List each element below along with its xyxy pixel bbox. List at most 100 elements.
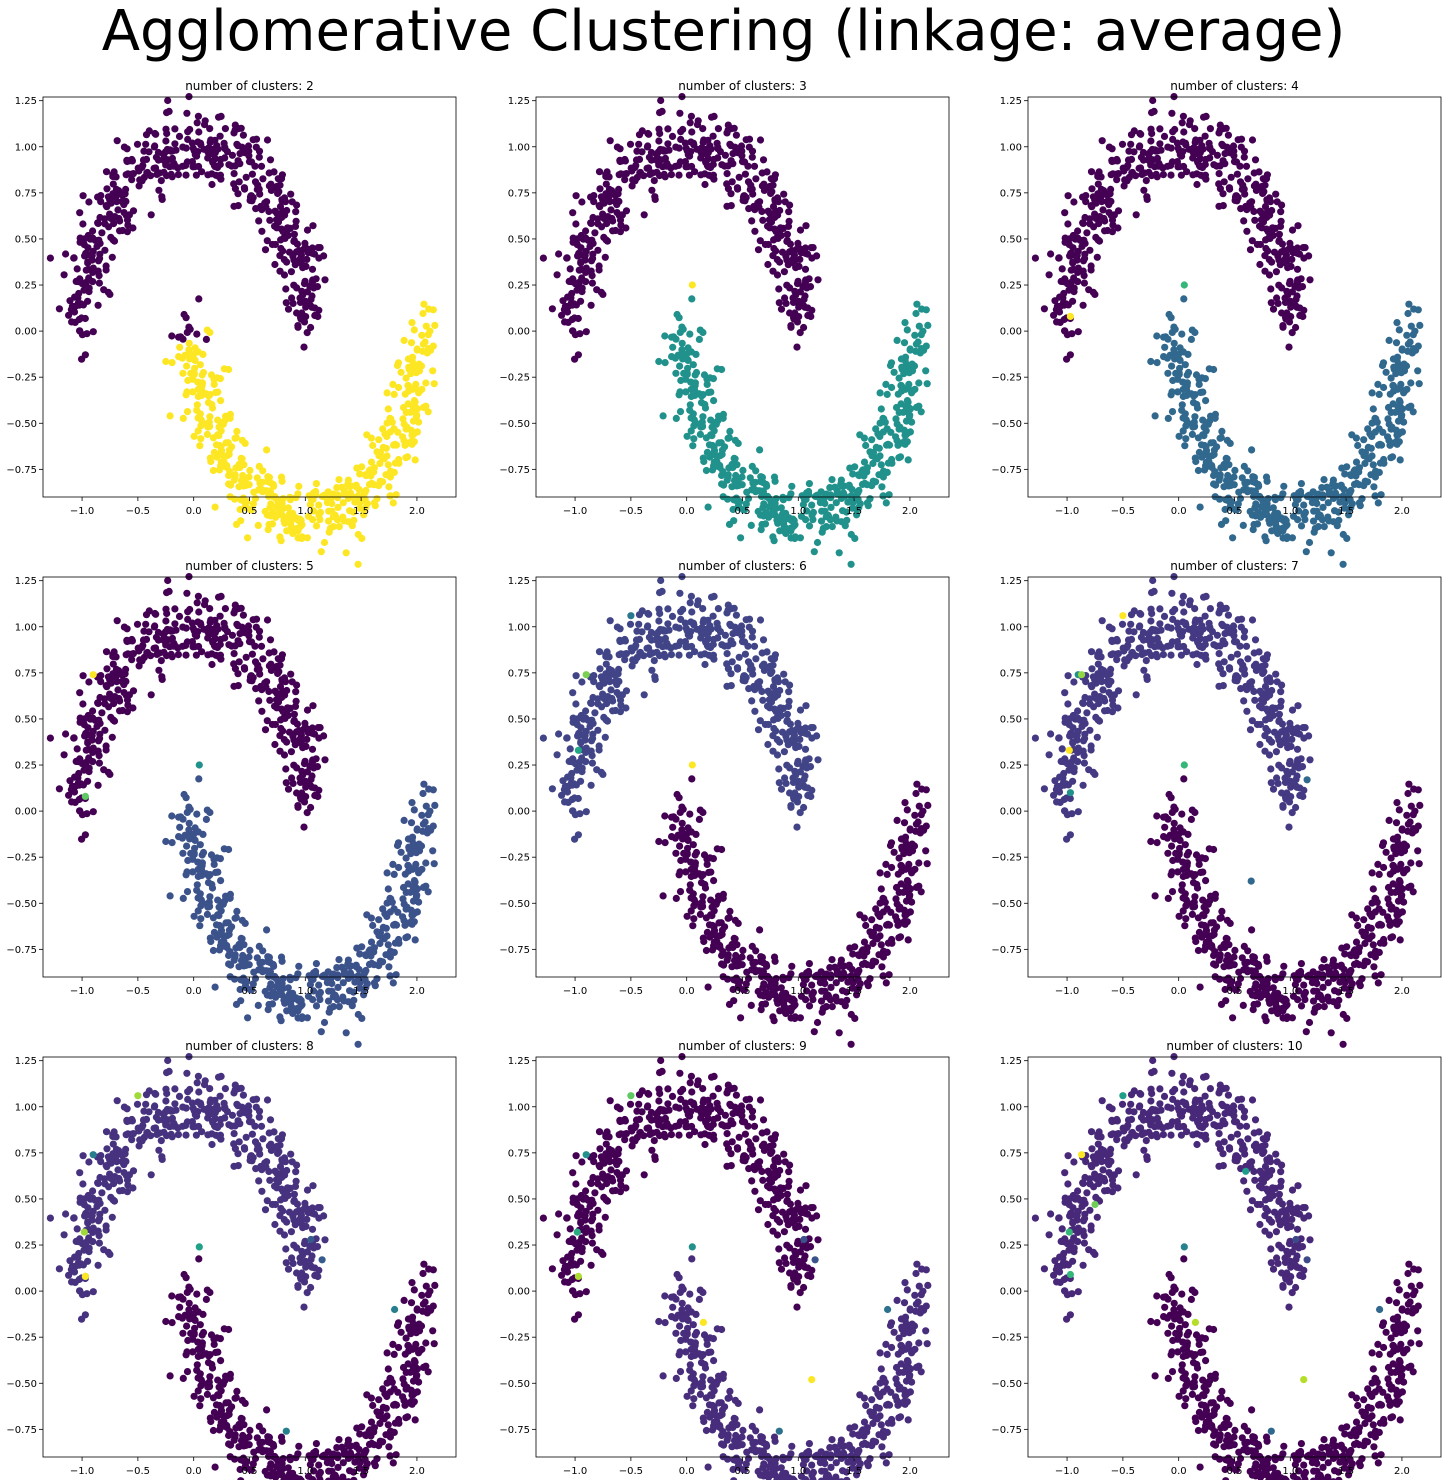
scatter-point	[410, 326, 418, 334]
scatter-point	[648, 186, 656, 194]
x-tick-label: 1.5	[846, 506, 862, 517]
scatter-point	[263, 991, 271, 999]
scatter-point	[128, 176, 136, 184]
scatter-point	[1243, 206, 1251, 214]
scatter-point	[817, 517, 826, 525]
scatter-point	[1250, 182, 1258, 190]
scatter-point	[701, 170, 709, 178]
scatter-point	[788, 482, 796, 490]
scatter-point	[1204, 420, 1212, 428]
scatter-point	[303, 329, 311, 337]
scatter-point	[103, 185, 111, 193]
scatter-point	[754, 726, 763, 734]
scatter-point	[217, 155, 225, 164]
scatter-point	[271, 702, 279, 710]
scatter-point	[1256, 512, 1264, 520]
scatter-point	[84, 777, 92, 785]
scatter-point	[218, 459, 226, 468]
scatter-point	[368, 479, 376, 487]
y-tick-label: 0.00	[1000, 327, 1022, 338]
scatter-point	[708, 912, 716, 920]
scatter-point	[742, 616, 750, 624]
scatter-point	[1058, 265, 1066, 273]
scatter-point	[778, 728, 787, 736]
scatter-point	[695, 815, 704, 824]
scatter-point	[764, 702, 772, 710]
scatter-point	[197, 435, 205, 443]
scatter-point	[344, 961, 353, 969]
scatter-point	[225, 845, 233, 854]
scatter-point	[1045, 271, 1053, 279]
scatter-point	[171, 140, 179, 148]
scatter-point	[777, 984, 785, 992]
scatter-point	[1061, 234, 1069, 242]
scatter-point	[1294, 516, 1302, 524]
scatter-point	[895, 454, 903, 462]
scatter-point	[244, 1014, 252, 1022]
scatter-point	[1063, 331, 1071, 339]
scatter-point	[790, 251, 799, 259]
scatter-point	[1236, 178, 1245, 186]
scatter-point	[309, 516, 317, 524]
scatter-point	[813, 538, 822, 547]
scatter-point	[723, 682, 731, 690]
scatter-point	[914, 338, 922, 346]
scatter-point	[1331, 507, 1339, 515]
scatter-point	[747, 1001, 755, 1010]
scatter-point	[348, 972, 356, 980]
scatter-point	[770, 498, 778, 507]
scatter-point	[261, 246, 270, 254]
scatter-point	[1174, 388, 1182, 396]
scatter-point	[908, 360, 916, 368]
scatter-point	[263, 616, 272, 624]
scatter-point	[657, 576, 665, 585]
scatter-point	[693, 601, 702, 609]
scatter-point	[182, 391, 190, 399]
scatter-point	[113, 617, 121, 625]
scatter-point	[174, 651, 182, 659]
scatter-point	[129, 687, 138, 695]
scatter-point	[60, 271, 68, 279]
scatter-point	[109, 673, 117, 681]
scatter-point	[1320, 476, 1328, 484]
scatter-point	[780, 670, 788, 678]
scatter-point	[289, 299, 297, 307]
scatter-point	[418, 811, 426, 819]
scatter-point	[578, 198, 586, 206]
scatter-point	[668, 833, 676, 841]
scatter-point	[286, 496, 294, 504]
scatter-point	[712, 900, 720, 908]
scatter-point	[1094, 193, 1102, 201]
scatter-point	[746, 185, 754, 194]
scatter-point	[238, 455, 246, 463]
scatter-point	[1147, 137, 1155, 145]
scatter-point	[69, 783, 78, 791]
scatter-point	[739, 466, 747, 474]
scatter-point	[300, 245, 308, 253]
scatter-point	[1216, 185, 1224, 193]
scatter-point	[1393, 353, 1402, 361]
scatter-point	[1247, 487, 1255, 495]
scatter-point	[790, 795, 798, 803]
scatter-point	[724, 495, 732, 503]
scatter-point	[193, 401, 201, 409]
scatter-point	[295, 524, 303, 533]
scatter-point	[677, 135, 685, 143]
scatter-point	[783, 761, 791, 769]
scatter-point	[678, 346, 686, 354]
scatter-point	[689, 361, 697, 369]
scatter-point	[46, 254, 55, 262]
scatter-point	[574, 252, 582, 260]
scatter-point	[241, 629, 249, 637]
scatter-point	[632, 636, 641, 644]
scatter-point	[1406, 338, 1414, 346]
scatter-point	[757, 473, 765, 481]
scatter-point	[777, 504, 785, 512]
scatter-point	[1285, 245, 1293, 253]
scatter-point	[193, 599, 201, 607]
scatter-point	[263, 926, 271, 934]
scatter-point	[575, 266, 583, 274]
scatter-point	[862, 441, 870, 450]
scatter-point	[702, 158, 710, 166]
scatter-point	[68, 318, 76, 326]
